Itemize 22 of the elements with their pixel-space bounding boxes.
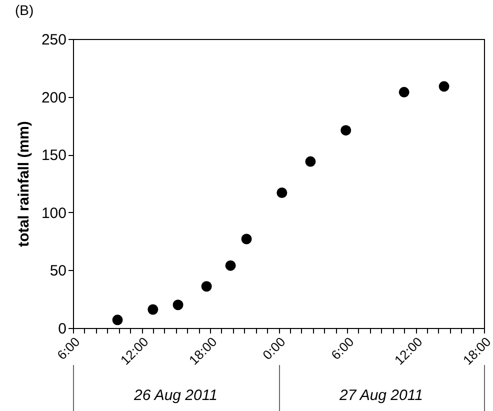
point	[276, 188, 288, 198]
point	[398, 86, 410, 98]
y-tick-label: 150	[41, 147, 66, 164]
point	[305, 156, 316, 167]
chart-title: (B)	[15, 2, 34, 18]
point	[112, 314, 123, 326]
point	[340, 125, 352, 136]
y-tick-label: 100	[41, 204, 66, 222]
y-tick-label: 200	[41, 89, 66, 106]
text: 27 Aug 2011	[338, 387, 424, 404]
x-tick-label: 6:00	[328, 334, 357, 363]
text: 26 Aug 2011	[133, 387, 218, 404]
point	[438, 81, 450, 92]
y-axis-title: total rainfall (mm)	[15, 121, 32, 247]
point	[148, 304, 158, 315]
x-tick-label: 0:00	[260, 334, 288, 363]
point	[225, 260, 236, 271]
point	[172, 300, 184, 310]
y-tick-label: 250	[41, 32, 66, 48]
y-tick-label: 50	[50, 262, 66, 280]
point	[201, 281, 212, 292]
point	[241, 234, 252, 244]
